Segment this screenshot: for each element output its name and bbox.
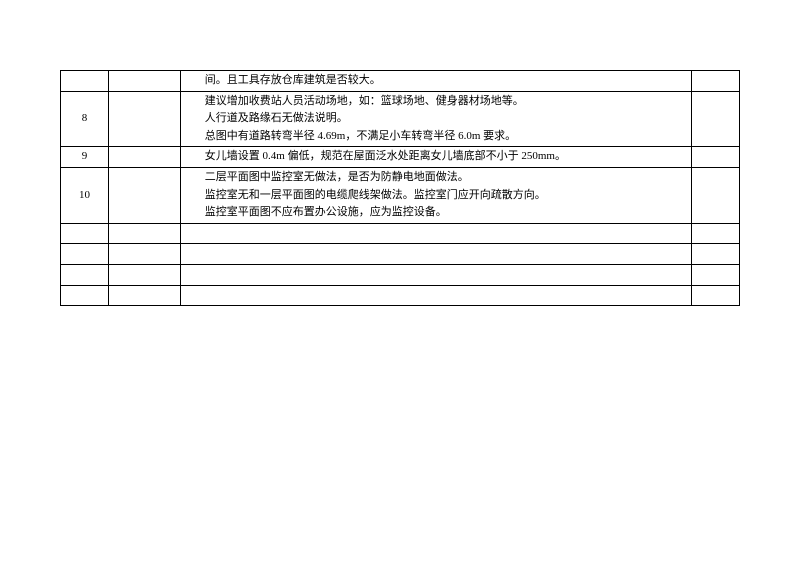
content-cell: [181, 264, 692, 285]
seq-cell: 9: [61, 147, 109, 168]
table-row: [61, 285, 740, 306]
seq-cell: 10: [61, 167, 109, 223]
col4-cell: [692, 264, 740, 285]
col4-cell: [692, 147, 740, 168]
col4-cell: [692, 244, 740, 265]
content-cell: 间。且工具存放仓库建筑是否较大。: [181, 71, 692, 92]
col4-cell: [692, 91, 740, 147]
content-line: 二层平面图中监控室无做法，是否为防静电地面做法。: [185, 169, 687, 187]
table-row: 间。且工具存放仓库建筑是否较大。: [61, 71, 740, 92]
content-line: 人行道及路缘石无做法说明。: [185, 110, 687, 128]
table-row: [61, 244, 740, 265]
seq-cell: [61, 71, 109, 92]
content-cell: 建议增加收费站人员活动场地，如：篮球场地、健身器材场地等。人行道及路缘石无做法说…: [181, 91, 692, 147]
content-line: 总图中有道路转弯半径 4.69m，不满足小车转弯半径 6.0m 要求。: [185, 128, 687, 146]
content-cell: [181, 285, 692, 306]
table-container: 间。且工具存放仓库建筑是否较大。 8 建议增加收费站人员活动场地，如：篮球场地、健身…: [0, 0, 800, 306]
content-line: 监控室无和一层平面图的电缆爬线架做法。监控室门应开向疏散方向。: [185, 187, 687, 205]
col2-cell: [109, 71, 181, 92]
table-row: 10 二层平面图中监控室无做法，是否为防静电地面做法。监控室无和一层平面图的电缆爬…: [61, 167, 740, 223]
content-line: 间。且工具存放仓库建筑是否较大。: [185, 72, 687, 90]
content-line: 建议增加收费站人员活动场地，如：篮球场地、健身器材场地等。: [185, 93, 687, 111]
content-line: 女儿墙设置 0.4m 偏低，规范在屋面泛水处距离女儿墙底部不小于 250mm。: [185, 148, 687, 166]
col4-cell: [692, 167, 740, 223]
seq-cell: [61, 264, 109, 285]
seq-cell: 8: [61, 91, 109, 147]
review-table: 间。且工具存放仓库建筑是否较大。 8 建议增加收费站人员活动场地，如：篮球场地、健身…: [60, 70, 740, 306]
content-cell: [181, 223, 692, 244]
seq-cell: [61, 244, 109, 265]
table-row: [61, 264, 740, 285]
col4-cell: [692, 285, 740, 306]
table-row: [61, 223, 740, 244]
table-row: 9 女儿墙设置 0.4m 偏低，规范在屋面泛水处距离女儿墙底部不小于 250mm。: [61, 147, 740, 168]
col4-cell: [692, 223, 740, 244]
content-cell: 女儿墙设置 0.4m 偏低，规范在屋面泛水处距离女儿墙底部不小于 250mm。: [181, 147, 692, 168]
content-cell: [181, 244, 692, 265]
content-cell: 二层平面图中监控室无做法，是否为防静电地面做法。监控室无和一层平面图的电缆爬线架…: [181, 167, 692, 223]
content-line: 监控室平面图不应布置办公设施，应为监控设备。: [185, 204, 687, 222]
col4-cell: [692, 71, 740, 92]
col2-cell: [109, 285, 181, 306]
col2-cell: [109, 264, 181, 285]
col2-cell: [109, 91, 181, 147]
col2-cell: [109, 167, 181, 223]
seq-cell: [61, 223, 109, 244]
seq-cell: [61, 285, 109, 306]
col2-cell: [109, 147, 181, 168]
table-row: 8 建议增加收费站人员活动场地，如：篮球场地、健身器材场地等。人行道及路缘石无做法…: [61, 91, 740, 147]
col2-cell: [109, 244, 181, 265]
col2-cell: [109, 223, 181, 244]
